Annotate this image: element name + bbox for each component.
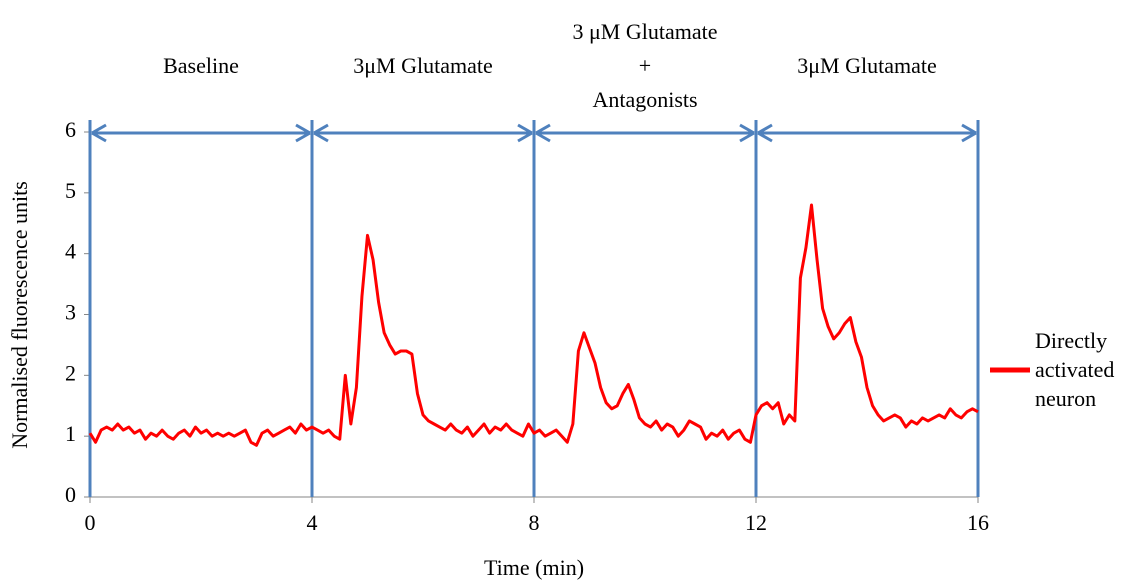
arrow-head [961, 123, 977, 143]
arrow-head [739, 123, 755, 143]
phase-label: 3 μM Glutamate [573, 19, 718, 44]
x-axis-title: Time (min) [484, 555, 584, 580]
phase-label: + [639, 53, 651, 78]
y-tick-label: 3 [65, 300, 76, 325]
y-tick-label: 1 [65, 421, 76, 446]
y-axis-title: Normalised fluorescence units [7, 181, 32, 449]
arrow-head [295, 123, 311, 143]
x-tick-label: 16 [967, 510, 989, 535]
phase-label: 3μM Glutamate [797, 53, 937, 78]
arrow-head [757, 123, 773, 143]
phase-label: Antagonists [592, 87, 697, 112]
y-tick-label: 0 [65, 482, 76, 507]
x-tick-label: 4 [307, 510, 318, 535]
y-tick-label: 5 [65, 178, 76, 203]
x-tick-label: 12 [745, 510, 767, 535]
y-tick-label: 4 [65, 239, 76, 264]
x-tick-label: 0 [85, 510, 96, 535]
phase-label: 3μM Glutamate [353, 53, 493, 78]
arrow-head [313, 123, 329, 143]
y-tick-label: 2 [65, 360, 76, 385]
legend-label: Directly activated neuron [1035, 328, 1115, 411]
arrow-head [535, 123, 551, 143]
phase-label: Baseline [163, 53, 239, 78]
arrow-head [517, 123, 533, 143]
arrow-head [91, 123, 107, 143]
y-tick-label: 6 [65, 117, 76, 142]
data-line [88, 203, 979, 447]
x-tick-label: 8 [529, 510, 540, 535]
